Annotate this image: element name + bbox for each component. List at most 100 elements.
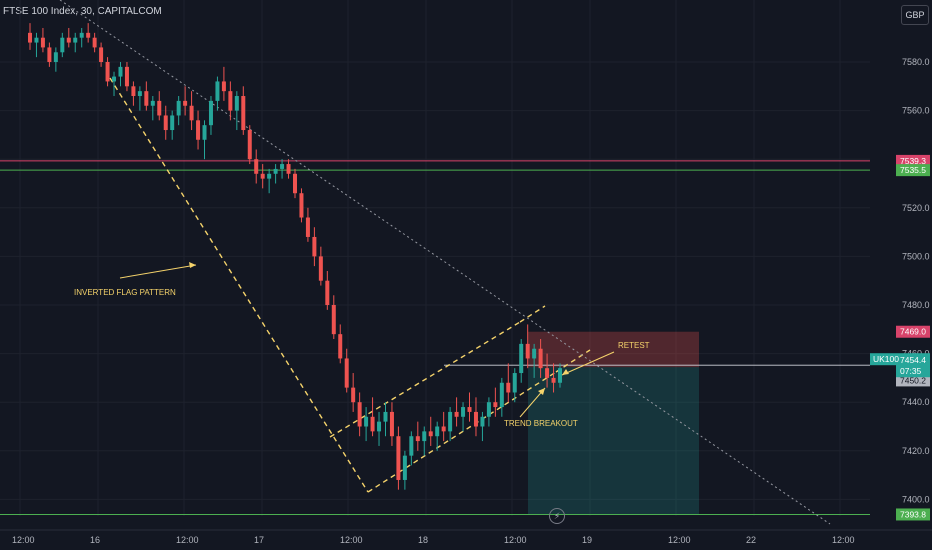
stop-loss-zone xyxy=(528,331,699,368)
candle-body xyxy=(415,436,420,442)
chart-title: FTSE 100 Index, 30, CAPITALCOM xyxy=(3,6,162,17)
candle-body xyxy=(357,402,362,427)
candle-body xyxy=(305,217,310,237)
candle-body xyxy=(118,66,123,77)
chart-grid xyxy=(0,0,870,516)
price-axis: 7580.07560.07540.07520.07500.07480.07460… xyxy=(870,57,930,521)
stop-price-tag-label: 7469.0 xyxy=(900,327,926,337)
candle-body xyxy=(150,100,155,106)
stop-price-tag xyxy=(896,325,930,338)
time-tick-label: 12:00 xyxy=(504,535,527,545)
horizontal-levels xyxy=(0,160,870,515)
candle-body xyxy=(53,52,58,62)
candle-body xyxy=(338,334,343,359)
candle-body xyxy=(493,402,498,408)
candle-body xyxy=(73,37,78,43)
time-tick-label: 19 xyxy=(582,535,592,545)
currency-selector[interactable]: GBP xyxy=(901,5,929,25)
channel-lower-ext xyxy=(555,349,591,373)
time-tick-label: 17 xyxy=(254,535,264,545)
candle-body xyxy=(60,37,65,53)
level-tag xyxy=(896,508,930,521)
candle-body xyxy=(318,256,323,281)
candle-body xyxy=(157,100,162,116)
candle-body xyxy=(519,343,524,374)
candle-body xyxy=(40,37,45,48)
candle-body xyxy=(208,100,213,126)
candle-body xyxy=(254,159,259,174)
annotation-trend-breakout: TREND BREAKOUT xyxy=(504,419,578,428)
candle-body xyxy=(499,382,504,408)
candle-body xyxy=(389,411,394,437)
time-tick-label: 12:00 xyxy=(340,535,363,545)
candle-body xyxy=(454,411,459,417)
candle-body xyxy=(247,130,252,160)
candle-body xyxy=(34,37,39,43)
candle-body xyxy=(435,426,440,437)
price-tick-label: 7480.0 xyxy=(902,300,930,310)
candle-body xyxy=(461,407,466,417)
current-price-label: 7454.4 xyxy=(900,355,926,365)
candle-body xyxy=(538,348,543,369)
candle-body xyxy=(286,164,291,174)
candle-body xyxy=(189,105,194,121)
price-tick-label: 7400.0 xyxy=(902,494,930,504)
time-axis: 12:00 16 12:00 17 12:00 18 12:00 19 12:00 22 12:00 xyxy=(0,529,932,545)
candle-body xyxy=(551,377,556,383)
candle-body xyxy=(409,436,414,456)
countdown-label: 07:35 xyxy=(900,366,922,376)
level-tag xyxy=(896,164,930,177)
candle-body xyxy=(176,100,181,116)
candle-body xyxy=(344,358,349,388)
candle-body xyxy=(377,421,382,432)
level-tag-label: 7539.3 xyxy=(900,156,926,166)
price-tag-last-label: 7450.2 xyxy=(900,375,926,385)
candle-body xyxy=(221,81,226,92)
candle-body xyxy=(299,193,304,218)
candle-body xyxy=(280,164,285,169)
arrow-retest xyxy=(561,351,615,376)
candle-body xyxy=(473,411,478,427)
price-tick-label: 7580.0 xyxy=(902,57,930,67)
take-profit-zone xyxy=(528,367,699,515)
price-tag-last xyxy=(896,374,930,387)
candle-body xyxy=(66,37,71,43)
price-tick-label: 7560.0 xyxy=(902,106,930,116)
candle-body xyxy=(28,32,32,43)
candle-body xyxy=(370,416,375,432)
time-tick-label: 12:00 xyxy=(12,535,35,545)
candle-body xyxy=(170,115,175,131)
candle-body xyxy=(448,411,453,432)
arrowhead-inverted-flag xyxy=(189,262,196,268)
candle-body xyxy=(293,173,297,194)
candle-body xyxy=(131,86,136,97)
candle-body xyxy=(144,91,149,106)
candle-body xyxy=(124,66,129,87)
candle-body xyxy=(383,411,388,422)
candle-body xyxy=(196,120,201,140)
channel-upper-line xyxy=(329,321,521,438)
candle-body xyxy=(331,305,336,335)
candle-body xyxy=(163,115,168,131)
candle-body xyxy=(79,32,84,38)
time-tick-label: 12:00 xyxy=(832,535,855,545)
time-tick-label: 18 xyxy=(418,535,428,545)
annotation-inverted-flag: INVERTED FLAG PATTERN xyxy=(74,288,176,297)
candle-body xyxy=(351,387,356,403)
candle-body xyxy=(273,168,278,174)
level-tag xyxy=(896,154,930,167)
time-tick-label: 12:00 xyxy=(176,535,199,545)
candle-body xyxy=(558,368,562,383)
level-tag-label: 7393.8 xyxy=(900,509,926,519)
lightning-icon[interactable]: ⚡ xyxy=(549,508,565,524)
candle-body xyxy=(402,455,407,480)
candle-body xyxy=(506,382,511,393)
symbol-tag xyxy=(870,353,896,366)
candle-body xyxy=(99,47,104,62)
candle-body xyxy=(228,91,233,111)
candles xyxy=(28,23,562,490)
channel-lower-line xyxy=(367,371,557,493)
candle-body xyxy=(86,32,91,38)
candle-body xyxy=(183,100,188,106)
